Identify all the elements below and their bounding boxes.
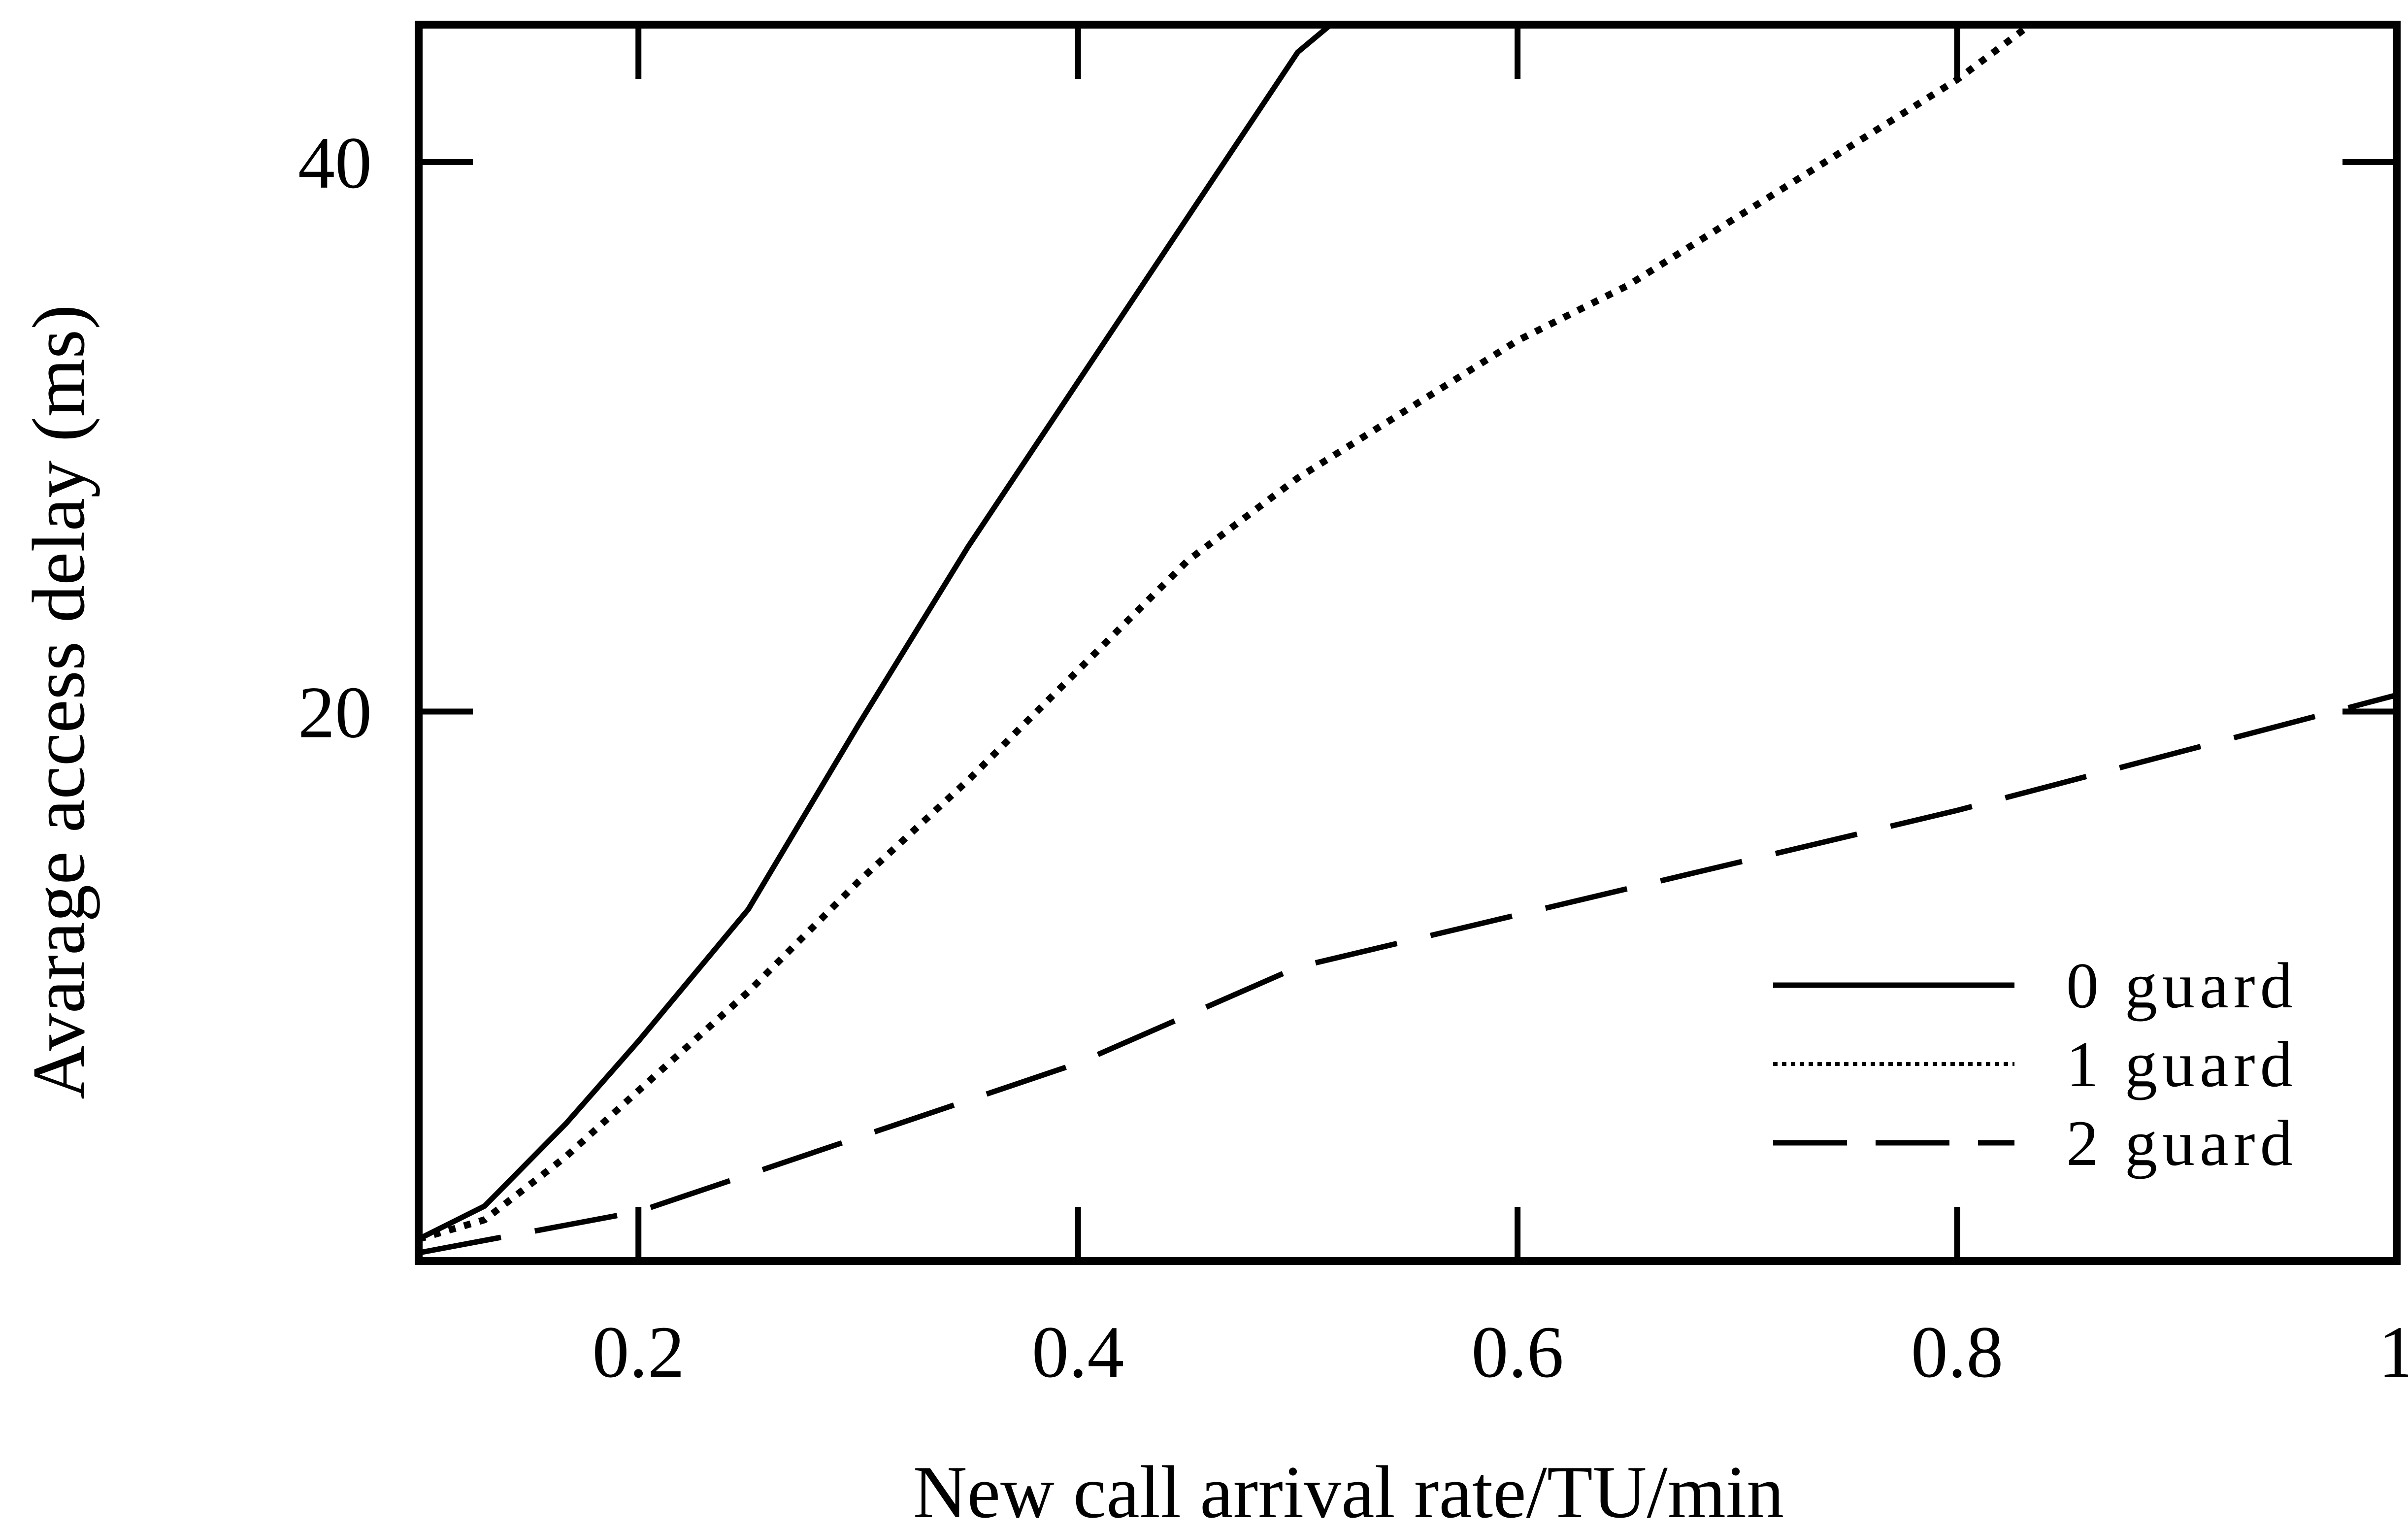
x-tick-label: 0.8 — [1911, 1311, 2004, 1393]
y-tick-label: 20 — [298, 671, 372, 753]
x-tick-label: 0.2 — [592, 1311, 685, 1393]
series-layer — [419, 25, 2397, 1256]
x-axis-label: New call arrival rate/TU/min — [913, 1451, 1784, 1528]
ticks-layer — [419, 25, 2400, 1261]
tick-labels-layer: 0.2 0.4 0.6 0.8 1 20 40 — [298, 122, 2408, 1393]
legend-label: 2 guard — [2066, 1107, 2298, 1179]
y-axis-label: Avarage access delay (ms) — [17, 304, 100, 1099]
legend-label: 1 guard — [2066, 1028, 2298, 1100]
series-line-2 — [419, 692, 2397, 1256]
x-tick-label: 1 — [2378, 1311, 2408, 1393]
x-tick-label: 0.6 — [1471, 1311, 1564, 1393]
plot-frame — [415, 21, 2401, 1265]
series-line-0 — [419, 25, 1335, 1242]
y-tick-label: 40 — [298, 122, 372, 204]
x-tick-label: 0.4 — [1032, 1311, 1124, 1393]
series-line-1 — [419, 25, 2036, 1243]
legend-label: 0 guard — [2066, 949, 2298, 1022]
